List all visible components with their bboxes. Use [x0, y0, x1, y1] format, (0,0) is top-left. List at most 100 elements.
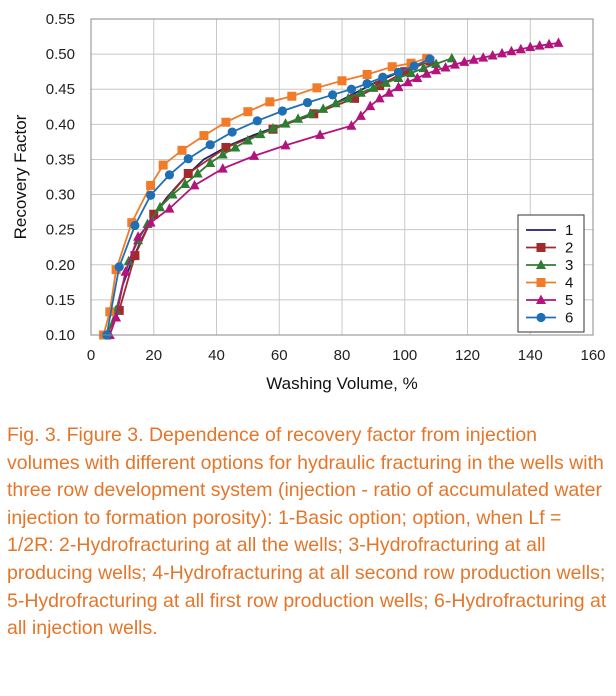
y-tick-label: 0.40: [46, 116, 75, 133]
data-point-6: [346, 84, 357, 94]
legend-label: 5: [565, 292, 573, 309]
data-point-3: [192, 167, 203, 178]
x-tick-label: 80: [334, 347, 351, 364]
data-point-4: [287, 91, 297, 101]
data-point-4: [362, 69, 372, 79]
x-tick-label: 20: [145, 347, 162, 364]
data-point-6: [327, 90, 338, 100]
data-point-4: [221, 117, 231, 127]
y-tick-label: 0.10: [46, 327, 75, 344]
data-point-4: [177, 145, 187, 155]
data-point-3: [431, 58, 442, 68]
data-point-4: [312, 83, 322, 93]
legend-item-1: 1: [526, 222, 573, 239]
y-tick-label: 0.55: [46, 11, 75, 28]
data-point-3: [406, 67, 417, 78]
data-point-6: [114, 262, 124, 272]
y-tick-label: 0.50: [46, 46, 75, 63]
x-tick-label: 0: [87, 347, 95, 364]
data-point-3: [255, 128, 266, 139]
x-tick-label: 120: [455, 347, 480, 364]
legend-item-6: 6: [526, 310, 573, 327]
legend-swatch-marker: [536, 259, 546, 269]
data-point-2: [400, 67, 410, 77]
data-point-5: [315, 129, 326, 139]
data-point-6: [362, 79, 372, 89]
data-point-5: [249, 150, 260, 160]
data-point-4: [337, 76, 347, 86]
figure-caption: Fig. 3. Figure 3. Dependence of recovery…: [7, 422, 607, 643]
data-point-3: [167, 189, 178, 199]
y-tick-label: 0.45: [46, 81, 75, 98]
caption-label: Fig. 3.: [7, 424, 62, 446]
data-point-5: [402, 76, 413, 87]
data-point-3: [205, 157, 216, 167]
data-point-5: [365, 100, 376, 111]
x-tick-label: 100: [392, 347, 417, 364]
plot-frame: [90, 18, 594, 336]
data-point-5: [346, 120, 357, 130]
x-tick-label: 60: [271, 347, 288, 364]
data-point-6: [302, 97, 313, 108]
data-point-6: [409, 61, 419, 71]
legend-swatch-marker: [536, 294, 546, 304]
data-point-5: [412, 72, 423, 82]
recovery-factor-chart: 0.10 0.15 0.20 0.25 0.30 0.35 0.40 0.45 0.50 0.55…: [11, 11, 606, 393]
data-point-6: [277, 106, 287, 116]
legend-swatch-marker: [536, 278, 546, 287]
data-point-6: [183, 154, 193, 164]
legend-item-2: 2: [526, 240, 573, 257]
data-point-3: [368, 82, 379, 92]
data-point-6: [425, 54, 435, 64]
x-tick-label: 40: [208, 347, 225, 364]
data-point-3: [305, 108, 316, 118]
x-axis-title: Washing Volume, %: [266, 374, 418, 393]
data-point-3: [318, 103, 329, 113]
data-point-3: [230, 142, 241, 152]
data-point-5: [440, 61, 451, 72]
data-point-4: [158, 160, 168, 170]
data-point-6: [252, 116, 262, 126]
data-point-5: [497, 47, 508, 58]
data-point-5: [111, 311, 122, 322]
data-point-5: [164, 203, 175, 213]
data-point-6: [130, 220, 140, 231]
legend-label: 1: [565, 222, 573, 239]
data-point-4: [265, 97, 275, 107]
data-point-3: [293, 113, 304, 123]
legend-item-5: 5: [526, 292, 573, 309]
y-axis-title: Recovery Factor: [11, 114, 30, 239]
data-point-5: [534, 40, 545, 50]
series-3: [101, 52, 457, 339]
data-point-3: [355, 87, 366, 97]
x-tick-label: 160: [580, 347, 605, 364]
y-tick-label: 0.30: [46, 187, 75, 204]
data-point-5: [145, 217, 156, 227]
caption-text: Figure 3. Dependence of recovery factor …: [7, 424, 607, 640]
data-point-2: [183, 168, 193, 178]
data-point-4: [387, 62, 397, 72]
data-point-3: [217, 149, 228, 159]
data-point-5: [355, 110, 366, 120]
data-point-5: [468, 54, 479, 64]
data-point-2: [130, 251, 140, 261]
data-point-5: [280, 139, 291, 150]
y-tick-label: 0.20: [46, 257, 75, 274]
data-point-5: [384, 87, 395, 97]
data-point-6: [205, 140, 215, 150]
legend-item-3: 3: [526, 257, 573, 274]
data-point-2: [309, 109, 319, 119]
data-point-4: [199, 131, 209, 141]
data-point-5: [421, 68, 432, 78]
legend-swatch-marker: [536, 312, 546, 323]
data-point-3: [446, 52, 457, 63]
data-point-3: [343, 92, 354, 103]
series-5: [104, 37, 564, 339]
data-point-5: [393, 81, 404, 92]
legend-label: 6: [565, 310, 573, 327]
y-tick-labels: 0.10 0.15 0.20 0.25 0.30 0.35 0.40 0.45 0.50 0.55: [46, 11, 75, 344]
data-point-5: [217, 163, 228, 173]
data-point-3: [267, 123, 278, 133]
data-point-5: [487, 50, 498, 60]
